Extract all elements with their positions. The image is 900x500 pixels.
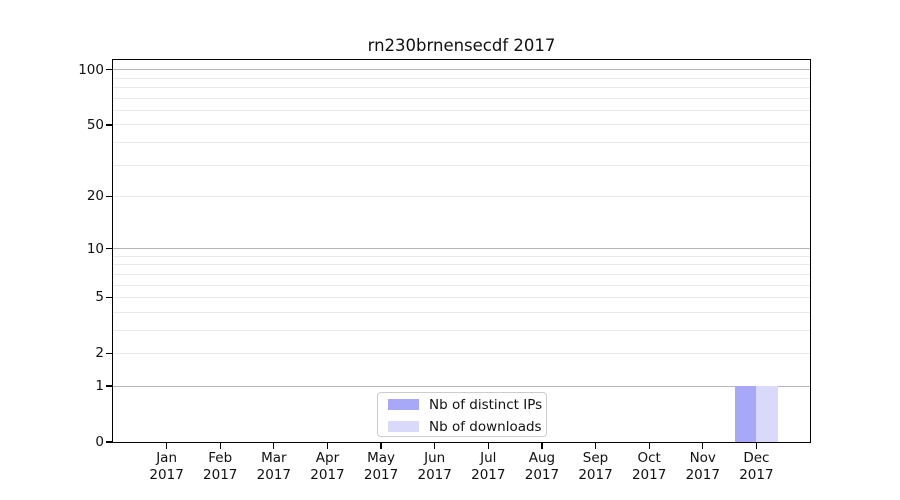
x-tick-mark — [541, 442, 543, 449]
x-tick-mark — [380, 442, 382, 449]
x-tick-mark — [326, 442, 329, 449]
x-tick-label: Nov 2017 — [685, 450, 720, 483]
x-tick-label: Mar 2017 — [256, 450, 292, 483]
x-tick-mark — [755, 442, 758, 449]
y-tick-mark — [105, 352, 113, 355]
x-tick-label: Feb 2017 — [203, 450, 238, 483]
minor-gridline — [113, 311, 810, 313]
major-gridline — [113, 69, 810, 71]
minor-gridline — [113, 273, 810, 275]
x-tick-mark — [273, 442, 275, 449]
y-tick-mark — [105, 69, 113, 71]
bar-downloads — [756, 386, 778, 442]
plot-frame — [111, 58, 811, 443]
minor-gridline — [113, 77, 810, 79]
plot-area — [113, 60, 810, 442]
y-tick-label: 50 — [86, 116, 104, 133]
y-tick-label: 0 — [95, 434, 104, 450]
x-tick-label: Sep 2017 — [578, 450, 613, 483]
legend-swatch-distinct-ips — [388, 399, 419, 410]
x-tick-mark — [487, 442, 489, 449]
minor-gridline — [113, 296, 810, 298]
y-tick-mark — [105, 385, 113, 387]
y-tick-mark — [105, 441, 113, 443]
y-tick-label: 1 — [95, 378, 104, 395]
minor-gridline — [113, 255, 810, 257]
minor-gridline — [113, 97, 810, 99]
minor-gridline — [113, 109, 810, 111]
y-tick-mark — [105, 124, 113, 126]
x-tick-label: Jul 2017 — [471, 450, 506, 483]
x-tick-label: Jan 2017 — [149, 450, 184, 483]
y-tick-label: 2 — [95, 345, 104, 362]
minor-gridline — [113, 352, 810, 354]
x-tick-mark — [219, 442, 221, 449]
y-tick-label: 5 — [95, 289, 104, 306]
minor-gridline — [113, 329, 810, 331]
minor-gridline — [113, 284, 810, 286]
legend-label-downloads: Nb of downloads — [429, 418, 542, 435]
x-tick-label: May 2017 — [363, 450, 399, 483]
minor-gridline — [113, 195, 810, 197]
legend-swatch-downloads — [388, 421, 419, 432]
legend-item-distinct-ips: Nb of distinct IPs — [388, 396, 546, 413]
minor-gridline — [113, 124, 810, 126]
x-tick-mark — [165, 442, 168, 449]
x-tick-label: Oct 2017 — [631, 450, 667, 483]
minor-gridline — [113, 264, 810, 266]
y-tick-label: 20 — [86, 188, 104, 205]
x-tick-mark — [702, 442, 704, 449]
x-tick-label: Apr 2017 — [310, 450, 345, 483]
chart-title: rn230brnensecdf 2017 — [367, 36, 556, 55]
major-gridline — [113, 385, 810, 387]
legend-item-downloads: Nb of downloads — [388, 418, 546, 435]
y-tick-label: 100 — [78, 61, 104, 78]
legend-label-distinct-ips: Nb of distinct IPs — [429, 396, 543, 413]
minor-gridline — [113, 141, 810, 143]
y-tick-label: 10 — [86, 240, 104, 257]
minor-gridline — [113, 164, 810, 166]
x-tick-label: Aug 2017 — [524, 450, 560, 483]
y-tick-mark — [105, 195, 113, 198]
x-tick-mark — [594, 442, 597, 449]
x-tick-mark — [648, 442, 650, 449]
x-tick-mark — [434, 442, 436, 449]
x-tick-label: Jun 2017 — [417, 450, 452, 483]
x-tick-label: Dec 2017 — [739, 450, 774, 483]
minor-gridline — [113, 87, 810, 89]
y-tick-mark — [105, 247, 113, 250]
legend: Nb of distinct IPs Nb of downloads — [377, 392, 547, 437]
bar-distinct-ips — [734, 386, 757, 442]
major-gridline — [113, 248, 810, 250]
y-tick-mark — [105, 296, 113, 299]
